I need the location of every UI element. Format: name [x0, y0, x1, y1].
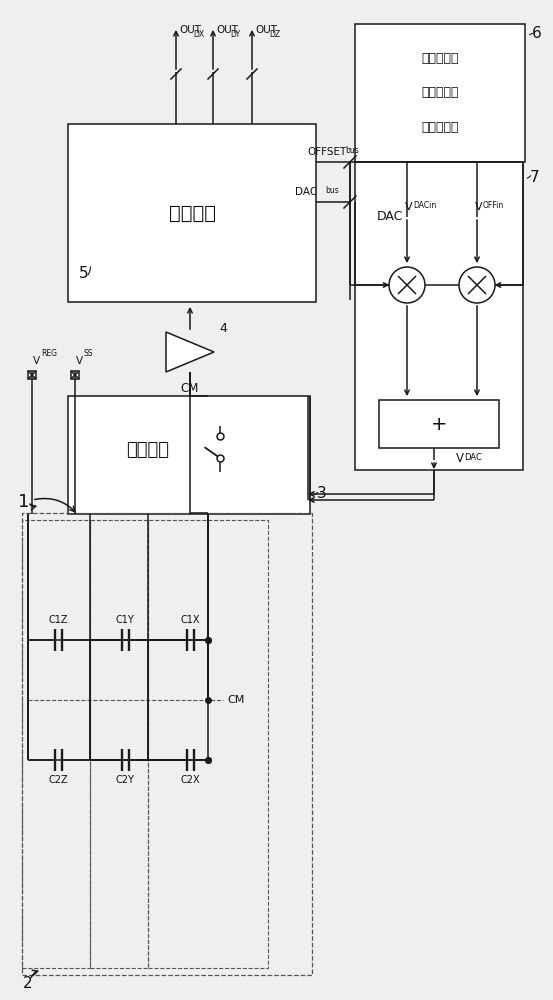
- Text: 切换单元: 切换单元: [127, 441, 170, 459]
- Bar: [68, 396, 310, 514]
- Text: C1X: C1X: [180, 615, 200, 625]
- Text: 增量的基准: 增量的基准: [421, 87, 459, 100]
- Text: DAC: DAC: [464, 453, 482, 462]
- Text: SS: SS: [84, 349, 93, 358]
- Text: +: +: [431, 414, 447, 434]
- Text: OUT: OUT: [179, 25, 201, 35]
- Text: bus: bus: [325, 186, 339, 195]
- Bar: [148, 520, 268, 968]
- Text: 2: 2: [23, 976, 33, 992]
- Bar: [22, 520, 90, 968]
- Text: DX: DX: [193, 30, 204, 39]
- Text: DACin: DACin: [413, 201, 436, 210]
- Text: 电压发生器: 电压发生器: [421, 121, 459, 134]
- Polygon shape: [166, 332, 214, 372]
- Text: V: V: [33, 356, 40, 366]
- Text: bus: bus: [345, 146, 359, 155]
- Circle shape: [459, 267, 495, 303]
- Bar: [22, 513, 312, 975]
- Text: DY: DY: [230, 30, 240, 39]
- Text: C1Z: C1Z: [48, 615, 68, 625]
- Text: V: V: [475, 202, 483, 212]
- Text: CM: CM: [227, 695, 244, 705]
- Text: 6: 6: [532, 26, 542, 41]
- Text: C1Y: C1Y: [116, 615, 134, 625]
- Text: 1: 1: [18, 493, 30, 511]
- Text: C2X: C2X: [180, 775, 200, 785]
- Text: DAC: DAC: [377, 211, 403, 224]
- Bar: [90, 520, 148, 968]
- Text: DZ: DZ: [269, 30, 280, 39]
- Bar: [71, 371, 79, 379]
- Text: DAC: DAC: [295, 187, 317, 197]
- Text: 5: 5: [79, 266, 89, 282]
- Bar: [379, 400, 499, 448]
- Text: OFFSET: OFFSET: [307, 147, 346, 157]
- Text: 7: 7: [530, 169, 540, 184]
- Text: 具有可编程: 具有可编程: [421, 52, 459, 65]
- Bar: [355, 162, 523, 470]
- Text: CM: CM: [181, 381, 199, 394]
- Text: 3: 3: [317, 487, 327, 502]
- Text: V: V: [405, 202, 413, 212]
- Bar: [355, 24, 525, 162]
- Text: C2Y: C2Y: [116, 775, 134, 785]
- Text: V: V: [76, 356, 83, 366]
- Text: 逗辑单元: 逗辑单元: [169, 204, 216, 223]
- Bar: [28, 371, 36, 379]
- Text: C2Z: C2Z: [48, 775, 68, 785]
- Bar: [68, 124, 316, 302]
- Text: OFFin: OFFin: [483, 201, 504, 210]
- Text: OUT: OUT: [255, 25, 277, 35]
- Text: OUT: OUT: [216, 25, 238, 35]
- Text: V: V: [456, 452, 464, 464]
- Circle shape: [389, 267, 425, 303]
- Text: REG: REG: [41, 349, 57, 358]
- Text: 4: 4: [219, 322, 227, 336]
